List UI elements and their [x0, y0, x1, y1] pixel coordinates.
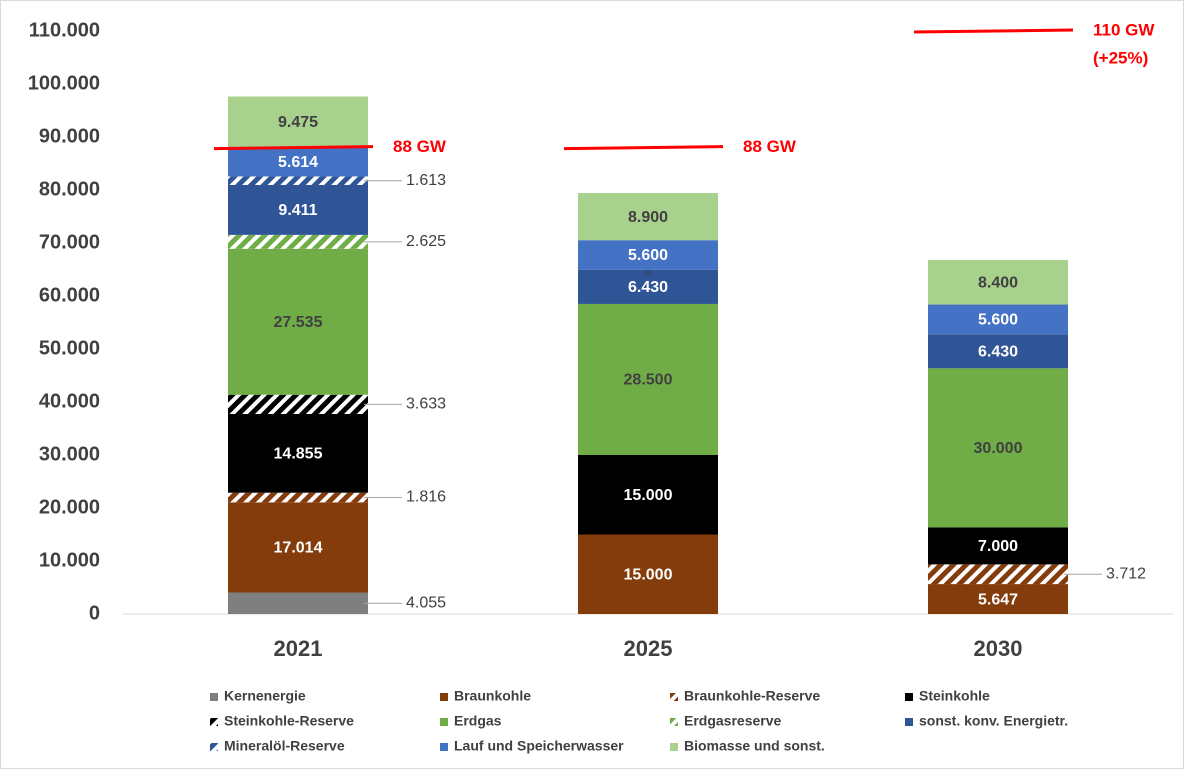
data-label: 8.400	[978, 274, 1018, 291]
bar-segment	[928, 368, 1068, 528]
legend-label: Erdgas	[454, 713, 502, 729]
y-tick-label: 10.000	[39, 549, 100, 571]
y-tick-label: 100.000	[28, 72, 100, 94]
data-label: 8.900	[628, 209, 668, 226]
reference-line	[213, 145, 374, 151]
bar-segment	[578, 269, 718, 304]
data-label: 5.614	[278, 154, 318, 171]
data-label: 0	[645, 266, 651, 278]
data-label: 6.430	[978, 343, 1018, 360]
legend-label: Biomasse und sonst.	[684, 738, 825, 754]
bar-segment	[228, 234, 368, 249]
bar-segment	[578, 303, 718, 455]
data-label: 6.430	[628, 279, 668, 296]
bar-segment	[578, 534, 718, 614]
reference-label: 88 GW	[393, 137, 447, 156]
bar-segment	[228, 176, 368, 185]
bar-segment	[228, 394, 368, 414]
legend-swatch	[670, 718, 678, 726]
legend-label: Erdgasreserve	[684, 713, 782, 729]
legend-label: Braunkohle-Reserve	[684, 688, 820, 704]
data-label: 1.613	[406, 172, 446, 189]
legend-label: Mineralöl-Reserve	[224, 738, 345, 754]
bar-segment	[928, 527, 1068, 565]
data-label: 14.855	[274, 446, 323, 463]
y-tick-label: 80.000	[39, 178, 100, 200]
data-label: 4.055	[406, 594, 446, 611]
legend-label: Kernenergie	[224, 688, 306, 704]
legend-swatch	[670, 743, 678, 751]
legend-swatch	[905, 693, 913, 701]
legend-label: Steinkohle-Reserve	[224, 713, 354, 729]
bar-segment	[228, 248, 368, 395]
legend-label: Steinkohle	[919, 688, 990, 704]
y-tick-label: 30.000	[39, 443, 100, 465]
data-label: 28.500	[624, 372, 673, 389]
bar-segment	[928, 260, 1068, 305]
legend-swatch	[670, 693, 678, 701]
data-label: 3.633	[406, 396, 446, 413]
y-tick-label: 40.000	[39, 390, 100, 412]
legend-swatch	[440, 743, 448, 751]
x-tick-label: 2025	[624, 636, 673, 661]
data-label: 9.475	[278, 114, 318, 131]
y-tick-label: 60.000	[39, 284, 100, 306]
reference-line	[563, 145, 724, 151]
y-tick-label: 110.000	[29, 19, 100, 41]
data-label: 15.000	[624, 566, 673, 583]
data-label: 2.625	[406, 233, 446, 250]
bar-segment	[578, 240, 718, 270]
legend-label: Braunkohle	[454, 688, 531, 704]
data-label: 7.000	[978, 538, 1018, 555]
bar-segment	[928, 334, 1068, 369]
data-label: 27.535	[274, 314, 323, 331]
data-label: 5.600	[628, 247, 668, 264]
legend-label: sonst. konv. Energietr.	[919, 713, 1068, 729]
bar-segment	[578, 455, 718, 535]
y-tick-label: 90.000	[39, 125, 100, 147]
y-tick-label: 0	[89, 602, 100, 624]
bar-segment	[228, 184, 368, 235]
data-label: 5.647	[978, 591, 1018, 608]
data-label: 15.000	[624, 487, 673, 504]
data-label: 3.712	[1106, 565, 1146, 582]
bar-segment	[928, 584, 1068, 614]
legend-swatch	[210, 693, 218, 701]
legend-swatch	[210, 718, 218, 726]
y-tick-label: 50.000	[39, 337, 100, 359]
data-label: 1.816	[406, 489, 446, 506]
reference-sublabel: (+25%)	[1093, 48, 1148, 67]
legend-swatch	[210, 743, 218, 751]
y-tick-label: 70.000	[39, 231, 100, 253]
x-tick-label: 2021	[274, 636, 323, 661]
legend-swatch	[440, 718, 448, 726]
legend-swatch	[905, 718, 913, 726]
reference-label: 110 GW	[1093, 20, 1155, 39]
reference-line	[913, 28, 1074, 34]
bar-segment	[228, 413, 368, 493]
data-label: 30.000	[974, 440, 1023, 457]
bar-segment	[578, 193, 718, 241]
data-label: 17.014	[274, 540, 323, 557]
bar-segment	[228, 96, 368, 147]
bar-segment	[228, 502, 368, 593]
data-label: 9.411	[278, 202, 317, 219]
bar-segment	[928, 564, 1068, 585]
y-tick-label: 20.000	[39, 496, 100, 518]
reference-label: 88 GW	[743, 137, 797, 156]
bar-segment	[228, 492, 368, 503]
bar-segment	[228, 146, 368, 177]
legend-label: Lauf und Speicherwasser	[454, 738, 624, 754]
bar-segment	[228, 592, 368, 614]
bar-segment	[928, 304, 1068, 335]
x-tick-label: 2030	[974, 636, 1023, 661]
data-label: 5.600	[978, 312, 1018, 329]
legend-swatch	[440, 693, 448, 701]
